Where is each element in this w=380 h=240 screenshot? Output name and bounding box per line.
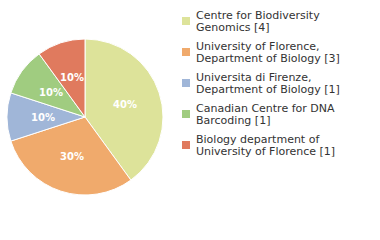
svg-text:10%: 10%	[60, 72, 84, 83]
svg-text:Universita di Firenze,: Universita di Firenze,	[196, 70, 312, 84]
svg-text:University of Florence,: University of Florence,	[196, 39, 320, 53]
svg-text:Barcoding [1]: Barcoding [1]	[196, 114, 270, 127]
svg-text:10%: 10%	[31, 112, 55, 123]
svg-text:40%: 40%	[113, 99, 137, 110]
svg-text:10%: 10%	[39, 87, 63, 98]
svg-text:Department of Biology [3]: Department of Biology [3]	[196, 52, 340, 65]
svg-text:Canadian Centre for DNA: Canadian Centre for DNA	[196, 101, 335, 115]
svg-text:Centre for Biodiversity: Centre for Biodiversity	[196, 8, 320, 22]
svg-text:30%: 30%	[60, 151, 84, 162]
svg-text:Biology department of: Biology department of	[196, 132, 320, 146]
svg-text:Department of Biology [1]: Department of Biology [1]	[196, 83, 340, 96]
svg-text:Genomics [4]: Genomics [4]	[196, 21, 270, 34]
svg-text:University of Florence [1]: University of Florence [1]	[196, 145, 335, 158]
